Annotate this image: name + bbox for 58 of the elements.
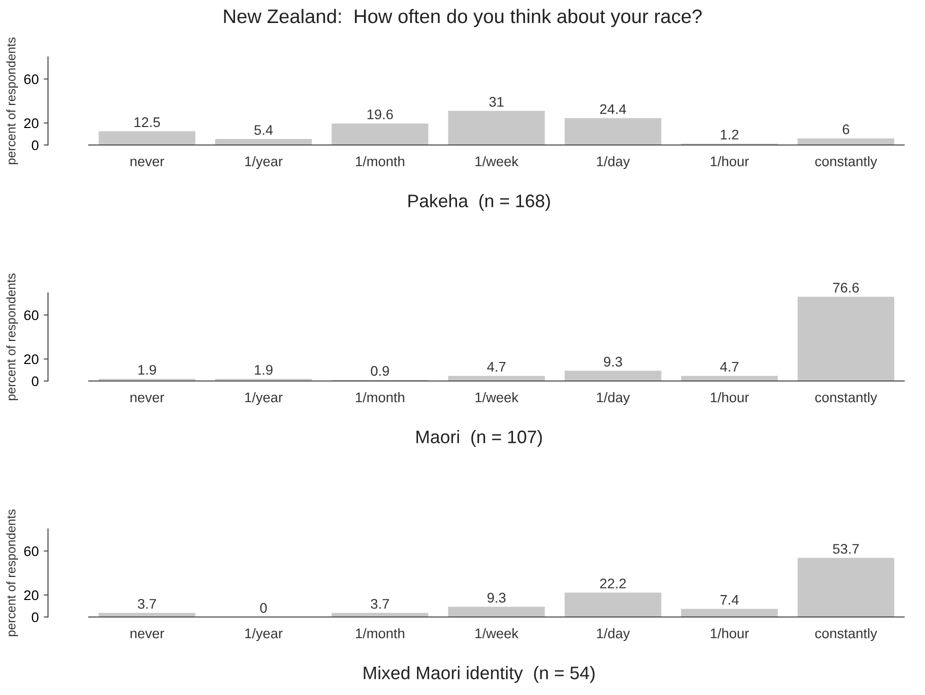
x-tick-label: constantly bbox=[815, 628, 878, 642]
x-tick-label: 1/hour bbox=[710, 392, 749, 402]
x-tick-label: 1/month bbox=[356, 392, 404, 402]
y-tick-label: 20 bbox=[24, 590, 38, 600]
y-tick-label: 0 bbox=[32, 612, 38, 622]
data-label: 0 bbox=[260, 603, 267, 613]
x-tick-label: 1/day bbox=[597, 628, 630, 642]
y-tick-label: 0 bbox=[32, 376, 38, 386]
data-label: 12.5 bbox=[134, 117, 160, 128]
y-tick-label: 20 bbox=[24, 354, 38, 364]
y-axis-title: percent of respondents bbox=[6, 510, 18, 636]
data-label: 19.6 bbox=[368, 109, 393, 120]
data-label: 1.9 bbox=[138, 364, 156, 375]
x-tick-label: never bbox=[130, 158, 164, 166]
y-axis-title: percent of respondents bbox=[6, 38, 18, 164]
y-tick-label: 60 bbox=[24, 310, 38, 320]
data-label: 3.7 bbox=[138, 598, 156, 609]
x-tick-label: never bbox=[130, 394, 164, 402]
x-tick-label: 1/year bbox=[245, 156, 283, 170]
data-label: 76.6 bbox=[833, 282, 859, 293]
y-tick-label: 60 bbox=[24, 74, 38, 84]
data-label: 6 bbox=[842, 124, 850, 134]
x-tick-label: 1/month bbox=[356, 628, 404, 638]
x-axis-title: Pakeha (n = 168) bbox=[408, 194, 550, 211]
x-tick-label: 1/day bbox=[597, 392, 630, 406]
x-tick-label: 1/day bbox=[597, 156, 630, 170]
data-label: 1.9 bbox=[254, 364, 272, 375]
y-tick-label: 20 bbox=[24, 118, 38, 128]
y-tick-label: 60 bbox=[24, 546, 38, 556]
x-tick-label: constantly bbox=[815, 392, 878, 406]
data-label: 31 bbox=[489, 96, 504, 107]
x-tick-label: 1/hour bbox=[710, 156, 749, 166]
x-tick-label: 1/month bbox=[356, 156, 404, 166]
x-tick-label: never bbox=[130, 630, 164, 638]
y-axis-title: percent of respondents bbox=[6, 274, 18, 400]
data-label: 22.2 bbox=[600, 578, 626, 588]
chart-title: New Zealand: How often do you think about your race? bbox=[224, 8, 702, 28]
data-label: 9.3 bbox=[487, 592, 506, 603]
x-tick-label: 1/year bbox=[245, 628, 283, 642]
data-label: 4.7 bbox=[720, 362, 738, 372]
data-label: 7.4 bbox=[720, 595, 739, 605]
data-label: 1.2 bbox=[720, 130, 738, 140]
data-label: 3.7 bbox=[370, 598, 389, 609]
data-label: 5.4 bbox=[254, 125, 273, 135]
x-tick-label: constantly bbox=[815, 156, 878, 170]
data-label: 9.3 bbox=[604, 356, 622, 367]
x-tick-label: 1/year bbox=[245, 392, 283, 406]
y-tick-label: 0 bbox=[32, 140, 38, 150]
data-label: 0.9 bbox=[370, 366, 389, 376]
x-axis-title: Maori (n = 107) bbox=[416, 430, 542, 447]
x-tick-label: 1/week bbox=[476, 628, 518, 638]
x-tick-label: 1/week bbox=[476, 392, 518, 402]
x-tick-label: 1/hour bbox=[710, 628, 749, 638]
x-axis-title: Mixed Maori identity (n = 54) bbox=[364, 666, 595, 683]
data-label: 24.4 bbox=[600, 104, 626, 114]
data-label: 53.7 bbox=[832, 544, 859, 554]
data-label: 4.7 bbox=[487, 362, 506, 372]
x-tick-label: 1/week bbox=[476, 156, 518, 166]
